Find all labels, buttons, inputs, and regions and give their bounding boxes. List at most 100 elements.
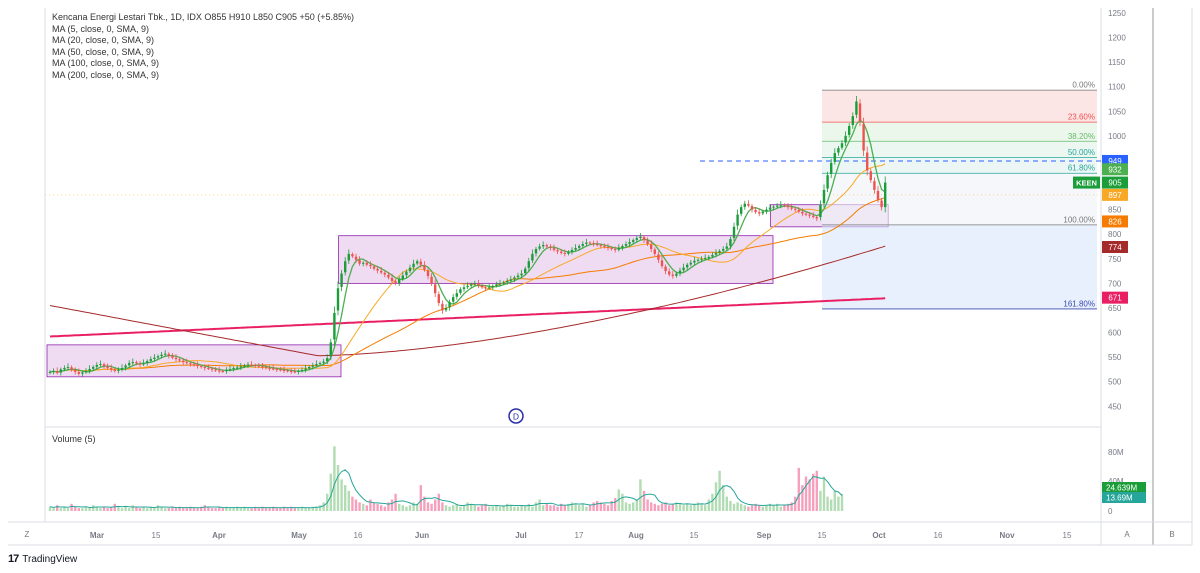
- volume-bar-217: [830, 499, 833, 511]
- candle-body-172: [668, 271, 671, 275]
- candle-body-32: [164, 353, 167, 355]
- volume-bar-193: [743, 505, 746, 511]
- volume-bar-151: [592, 502, 595, 511]
- volume-bar-119: [477, 506, 480, 511]
- volume-bar-19: [117, 506, 120, 511]
- volume-bar-46: [214, 508, 217, 511]
- time-axis[interactable]: Mar 15 Apr May 16 Jun Jul 17 Aug 15 Sep 15 Oct 16 Nov 1…: [90, 531, 1072, 540]
- volume-bar-56: [250, 508, 253, 511]
- volume-bar-62: [272, 506, 275, 511]
- volume-bar-200: [768, 503, 772, 511]
- candle-body-68: [293, 371, 296, 373]
- volume-bar-94: [387, 502, 390, 511]
- volume-bar-107: [434, 499, 437, 511]
- volume-bar-27: [146, 508, 149, 511]
- candle-body-174: [675, 273, 678, 276]
- candle-body-137: [542, 245, 545, 247]
- bottom-buttons[interactable]: Z A B: [25, 530, 1175, 539]
- candle-body-127: [506, 280, 509, 283]
- candle-body-31: [160, 354, 163, 357]
- volume-bar-28: [149, 506, 152, 511]
- volume-bar-63: [275, 508, 278, 511]
- tradingview-logo-icon: 17: [8, 553, 19, 565]
- candle-body-11: [88, 368, 91, 371]
- ticker-tag-bg: [1073, 176, 1100, 189]
- candle-body-169: [657, 254, 660, 260]
- volume-bar-163: [635, 499, 638, 511]
- candle-body-227: [866, 152, 869, 171]
- volume-bar-158: [617, 489, 620, 511]
- candle-body-16: [106, 366, 109, 368]
- volume-bar-126: [502, 505, 505, 511]
- candle-body-130: [516, 275, 520, 278]
- fib-label-4: 61.80%: [1068, 164, 1095, 173]
- volume-bar-91: [376, 503, 379, 511]
- candle-body-149: [585, 242, 588, 244]
- volume-bar-5: [66, 508, 70, 511]
- auto-scale-button[interactable]: A: [1124, 530, 1130, 539]
- candle-body-167: [650, 244, 653, 249]
- price-tag-0: 949: [1108, 157, 1122, 166]
- candle-body-7: [74, 370, 77, 372]
- volume-bar-76: [322, 502, 325, 511]
- fibonacci-retracement: 0.00% 23.60% 38.20% 50.00% 61.80% 100.00% 161.…: [45, 81, 1101, 310]
- y-tick-1100: 1100: [1108, 83, 1126, 92]
- candle-body-200: [768, 207, 772, 210]
- volume-bar-189: [729, 500, 732, 511]
- y-tick-1000: 1000: [1108, 132, 1126, 141]
- y-tick-1250: 1250: [1108, 9, 1126, 18]
- fib-zone-4: [822, 173, 1097, 225]
- candle-body-103: [419, 261, 422, 265]
- volume-bar-87: [362, 503, 365, 511]
- log-scale-button[interactable]: B: [1169, 530, 1174, 539]
- candle-body-138: [545, 245, 548, 247]
- candle-body-63: [275, 369, 278, 371]
- volume-tick-2: 0: [1108, 507, 1113, 516]
- candle-body-135: [534, 248, 538, 254]
- volume-bar-154: [603, 503, 606, 511]
- fib-label-1: 23.60%: [1068, 113, 1095, 122]
- volume-bar-6: [70, 503, 73, 511]
- candle-body-29: [153, 357, 156, 359]
- volume-bar-30: [156, 505, 160, 511]
- price-axis[interactable]: 1250120011501100105010009509008508007507…: [1108, 9, 1126, 411]
- price-tag-bg-3: [1102, 176, 1128, 189]
- candle-body-119: [477, 283, 480, 286]
- candle-body-189: [729, 239, 732, 246]
- volume-bar-37: [182, 508, 185, 511]
- x-tick-12: Oct: [872, 531, 886, 540]
- volume-bar-178: [689, 505, 692, 511]
- volume-bar-26: [142, 506, 145, 511]
- candle-body-204: [783, 204, 786, 206]
- volume-bar-39: [189, 506, 192, 511]
- candle-body-134: [531, 253, 534, 261]
- candle-body-114: [459, 289, 462, 293]
- candle-body-23: [131, 362, 134, 364]
- volume-bar-75: [318, 505, 322, 511]
- dividend-marker[interactable]: D: [508, 408, 524, 424]
- candle-body-52: [236, 367, 239, 369]
- candle-body-39: [189, 363, 192, 365]
- candle-body-14: [99, 364, 102, 366]
- volume-bar-113: [455, 503, 458, 511]
- candle-body-156: [610, 248, 613, 250]
- tradingview-brand[interactable]: 17 TradingView: [8, 553, 77, 565]
- candle-body-8: [77, 372, 80, 374]
- volume-bar-134: [531, 506, 534, 511]
- candle-body-122: [488, 287, 491, 289]
- volume-bar-130: [516, 506, 520, 511]
- x-tick-14: Nov: [999, 531, 1015, 540]
- volume-bar-218: [833, 490, 836, 511]
- candle-body-120: [480, 285, 484, 288]
- volume-bar-79: [333, 446, 336, 511]
- volume-bar-1: [52, 508, 55, 511]
- candle-body-100: [408, 267, 412, 272]
- volume-bar-128: [509, 505, 512, 511]
- ma-5-line: [49, 119, 886, 373]
- ticker-tag: KEEN: [1076, 179, 1097, 188]
- zoom-button[interactable]: Z: [25, 530, 30, 539]
- candle-body-159: [621, 246, 624, 248]
- volume-bar-8: [77, 508, 80, 511]
- volume-bar-139: [549, 505, 552, 511]
